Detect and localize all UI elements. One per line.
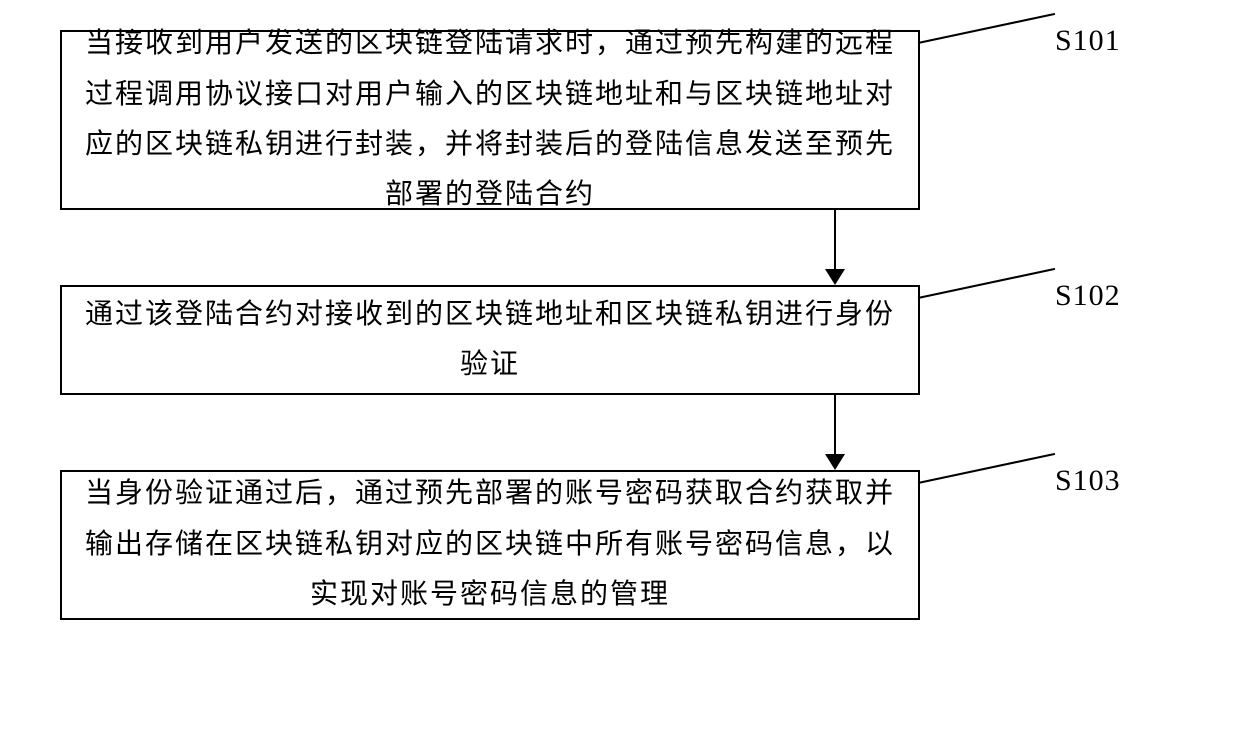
step-box-s102: 通过该登陆合约对接收到的区块链地址和区块链私钥进行身份验证 [60,285,920,395]
step-row-s103: 当身份验证通过后，通过预先部署的账号密码获取合约获取并输出存储在区块链私钥对应的… [60,470,1180,620]
step-label-s102: S102 [1055,279,1121,313]
flowchart-container: 当接收到用户发送的区块链登陆请求时，通过预先构建的远程过程调用协议接口对用户输入… [60,30,1180,620]
leader-line-s101 [918,13,1055,44]
arrow-s101-s102 [490,210,1180,285]
arrow-shaft [834,395,836,455]
step-row-s101: 当接收到用户发送的区块链登陆请求时，通过预先构建的远程过程调用协议接口对用户输入… [60,30,1180,210]
step-label-s101: S101 [1055,24,1121,58]
step-text-s101: 当接收到用户发送的区块链登陆请求时，通过预先构建的远程过程调用协议接口对用户输入… [82,19,898,221]
step-text-s103: 当身份验证通过后，通过预先部署的账号密码获取合约获取并输出存储在区块链私钥对应的… [82,469,898,620]
step-label-s103: S103 [1055,464,1121,498]
step-text-s102: 通过该登陆合约对接收到的区块链地址和区块链私钥进行身份验证 [82,290,898,391]
arrow-head-icon [825,454,845,470]
step-row-s102: 通过该登陆合约对接收到的区块链地址和区块链私钥进行身份验证 S102 [60,285,1180,395]
step-box-s103: 当身份验证通过后，通过预先部署的账号密码获取合约获取并输出存储在区块链私钥对应的… [60,470,920,620]
step-box-s101: 当接收到用户发送的区块链登陆请求时，通过预先构建的远程过程调用协议接口对用户输入… [60,30,920,210]
arrow-head-icon [825,269,845,285]
arrow-s102-s103 [490,395,1180,470]
